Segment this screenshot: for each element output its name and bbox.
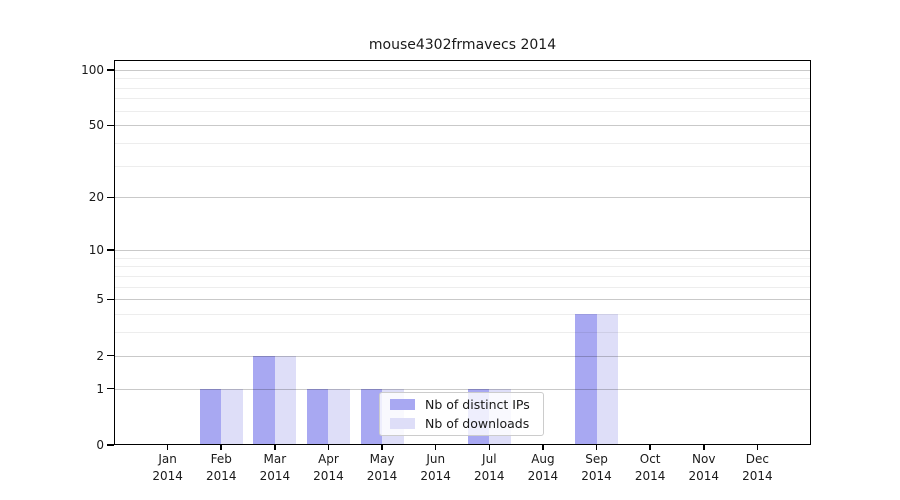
- legend-label-downloads: Nb of downloads: [425, 416, 530, 431]
- y-tick-label: 5: [96, 292, 104, 307]
- x-axis-tick: [595, 445, 598, 450]
- y-axis-tick: [107, 249, 114, 251]
- bar-distinct-ips-may: [360, 388, 383, 445]
- y-tick-label: 0: [96, 438, 104, 452]
- minor-gridline: [114, 332, 811, 334]
- minor-gridline: [114, 98, 811, 100]
- x-axis-tick: [381, 445, 383, 450]
- major-gridline: [114, 69, 811, 71]
- x-axis-tick: [649, 445, 651, 450]
- y-tick-label: 20: [88, 190, 104, 205]
- minor-gridline: [114, 110, 811, 112]
- minor-gridline: [114, 87, 811, 89]
- y-axis-tick: [107, 354, 114, 357]
- minor-gridline: [114, 266, 811, 268]
- bar-distinct-ips-sep: [575, 314, 597, 445]
- x-tick-label: Sep 2014: [581, 452, 612, 483]
- x-tick-label: Jun 2014: [420, 452, 451, 483]
- y-axis-tick: [107, 444, 114, 446]
- legend-swatch-distinct-ips: [390, 399, 415, 410]
- x-tick-label: Jan 2014: [152, 452, 183, 483]
- x-axis-tick: [756, 445, 759, 450]
- y-axis-tick: [107, 69, 114, 71]
- y-tick-label: 2: [96, 348, 104, 363]
- x-axis-tick: [220, 445, 222, 450]
- x-tick-label: Dec 2014: [742, 452, 773, 483]
- major-gridline: [114, 388, 811, 390]
- legend-item-distinct-ips: Nb of distinct IPs: [390, 397, 543, 412]
- x-tick-label: Apr 2014: [313, 452, 344, 483]
- bar-downloads-sep: [596, 314, 619, 445]
- minor-gridline: [114, 275, 811, 277]
- minor-gridline: [114, 257, 811, 259]
- legend-label-distinct-ips: Nb of distinct IPs: [425, 397, 530, 412]
- y-axis-tick: [107, 196, 114, 199]
- x-tick-label: Feb 2014: [205, 452, 237, 483]
- y-tick-label: 1: [96, 381, 104, 396]
- major-gridline: [114, 355, 811, 357]
- bar-distinct-ips-apr: [306, 388, 329, 445]
- y-axis-tick: [107, 298, 114, 301]
- major-gridline: [114, 250, 811, 252]
- minor-gridline: [114, 78, 811, 80]
- bar-distinct-ips-feb: [199, 388, 222, 445]
- x-tick-label: Mar 2014: [259, 452, 291, 483]
- bar-distinct-ips-mar: [253, 355, 275, 445]
- x-axis-tick: [703, 445, 705, 450]
- x-tick-label: May 2014: [366, 452, 398, 483]
- x-axis-tick: [488, 445, 491, 450]
- x-axis-tick: [542, 445, 544, 450]
- plot-area: [114, 60, 811, 445]
- x-tick-label: Jul 2014: [474, 452, 505, 483]
- x-axis-tick: [166, 445, 169, 450]
- major-gridline: [114, 197, 811, 199]
- x-tick-label: Oct 2014: [634, 452, 666, 483]
- legend: Nb of distinct IPs Nb of downloads: [379, 392, 544, 436]
- minor-gridline: [114, 286, 811, 288]
- minor-gridline: [114, 143, 811, 145]
- major-gridline: [114, 125, 811, 127]
- bar-downloads-feb: [221, 388, 243, 445]
- x-axis-tick: [434, 445, 437, 450]
- legend-item-downloads: Nb of downloads: [390, 416, 543, 431]
- y-tick-label: 10: [88, 243, 104, 258]
- minor-gridline: [114, 165, 811, 167]
- bar-downloads-mar: [274, 355, 297, 445]
- chart-title: mouse4302frmavecs 2014: [368, 37, 557, 53]
- x-tick-label: Nov 2014: [688, 452, 720, 483]
- y-tick-label: 50: [88, 118, 104, 133]
- x-axis-tick: [274, 445, 276, 450]
- y-tick-label: 100: [81, 62, 104, 77]
- x-axis-tick: [327, 445, 330, 450]
- major-gridline: [114, 299, 811, 301]
- legend-swatch-downloads: [390, 418, 415, 429]
- y-axis-tick: [107, 124, 114, 127]
- x-tick-label: Aug 2014: [527, 452, 559, 483]
- minor-gridline: [114, 314, 811, 316]
- bar-downloads-apr: [328, 388, 350, 445]
- y-axis-tick: [107, 387, 114, 390]
